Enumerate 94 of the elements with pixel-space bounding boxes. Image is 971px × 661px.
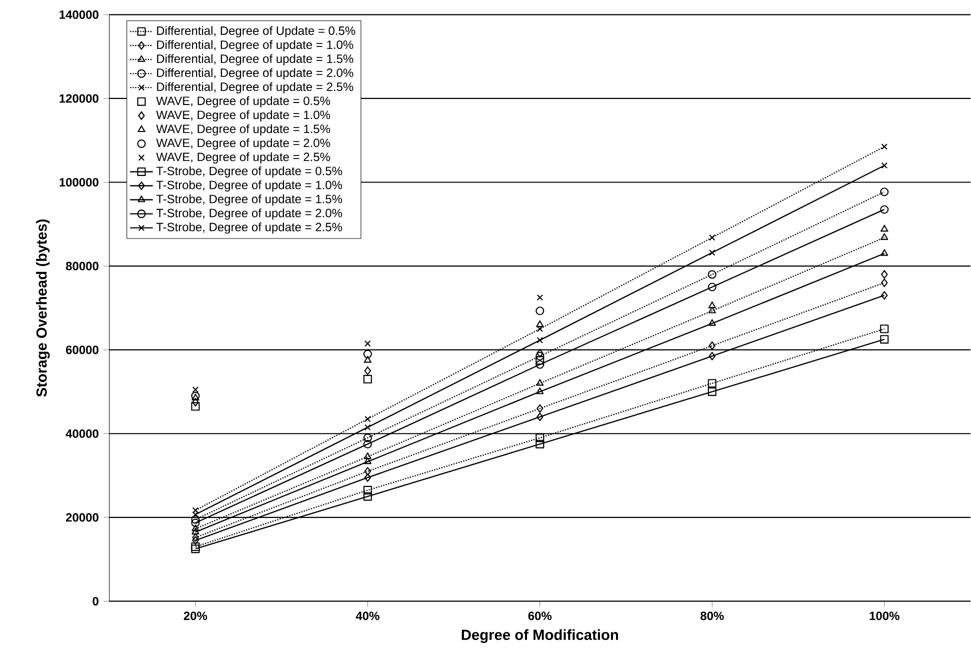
point bbox=[708, 352, 716, 360]
legend-label: Differential, Degree of update = 2.5% bbox=[157, 82, 354, 94]
point bbox=[708, 306, 716, 314]
point bbox=[536, 294, 544, 301]
point bbox=[191, 515, 200, 524]
x-tick-label: 40% bbox=[356, 612, 380, 620]
point bbox=[536, 412, 544, 422]
point bbox=[363, 492, 372, 501]
point bbox=[536, 336, 544, 344]
legend-label: WAVE, Degree of update = 0.5% bbox=[156, 96, 330, 108]
point bbox=[364, 356, 372, 363]
point bbox=[364, 466, 371, 476]
point bbox=[536, 320, 544, 328]
x-axis-title: Degree of Modification bbox=[462, 629, 618, 643]
point bbox=[192, 536, 199, 545]
point bbox=[536, 356, 544, 364]
y-tick-label: 140000 bbox=[60, 10, 98, 19]
point bbox=[192, 398, 199, 406]
point bbox=[536, 433, 544, 442]
y-tick-label: 80000 bbox=[66, 262, 98, 270]
point bbox=[708, 249, 716, 256]
point bbox=[536, 440, 544, 448]
point bbox=[363, 350, 372, 358]
x-tick-label: 80% bbox=[700, 612, 724, 620]
point bbox=[536, 326, 544, 332]
point bbox=[708, 270, 716, 279]
x-tick-label: 100% bbox=[870, 612, 900, 620]
y-tick-label: 20000 bbox=[66, 513, 98, 522]
point bbox=[708, 378, 716, 388]
point bbox=[881, 291, 888, 300]
legend-label: WAVE, Degree of update = 2.0% bbox=[156, 138, 330, 150]
point bbox=[364, 424, 371, 430]
point bbox=[192, 528, 200, 534]
point bbox=[363, 440, 372, 448]
point bbox=[364, 452, 372, 459]
y-tick-label: 60000 bbox=[66, 345, 98, 354]
y-tick-label: 100000 bbox=[60, 178, 98, 186]
y-tick-label: 0 bbox=[92, 596, 98, 606]
point bbox=[708, 319, 716, 326]
point bbox=[536, 378, 544, 386]
point bbox=[192, 394, 200, 400]
point bbox=[536, 306, 544, 316]
legend-label: Differential, Degree of update = 1.5% bbox=[157, 54, 354, 66]
legend-label: T-Strobe, Degree of update = 0.5% bbox=[156, 166, 342, 178]
point bbox=[708, 234, 716, 241]
point bbox=[881, 162, 888, 169]
point bbox=[880, 188, 889, 196]
point bbox=[363, 374, 372, 384]
legend-label: WAVE, Degree of update = 2.5% bbox=[156, 152, 330, 164]
point bbox=[192, 386, 199, 393]
point bbox=[880, 324, 889, 334]
legend-label: WAVE, Degree of update = 1.5% bbox=[156, 124, 330, 136]
point bbox=[364, 366, 371, 375]
legend-label: T-Strobe, Degree of update = 2.5% bbox=[156, 222, 342, 234]
point bbox=[363, 433, 372, 442]
point bbox=[708, 341, 716, 350]
point bbox=[364, 473, 371, 482]
y-tick-label: 120000 bbox=[60, 94, 98, 103]
point bbox=[536, 360, 544, 369]
point bbox=[364, 457, 372, 464]
point bbox=[880, 224, 888, 232]
point bbox=[880, 249, 888, 256]
x-tick-label: 20% bbox=[184, 612, 208, 620]
point bbox=[191, 402, 200, 411]
legend-label: Differential, Degree of update = 2.0% bbox=[157, 68, 354, 80]
y-tick-label: 40000 bbox=[66, 429, 98, 438]
point bbox=[708, 282, 716, 292]
point bbox=[880, 233, 888, 240]
x-tick-label: 60% bbox=[528, 612, 552, 620]
point bbox=[880, 335, 889, 344]
legend-label: WAVE, Degree of update = 1.0% bbox=[156, 110, 330, 122]
legend-label: Differential, Degree of update = 1.0% bbox=[157, 40, 354, 52]
point bbox=[536, 404, 544, 413]
legend-label: Differential, Degree of Update = 0.5% bbox=[157, 26, 356, 38]
point bbox=[191, 518, 200, 528]
point bbox=[880, 205, 889, 214]
point bbox=[708, 301, 716, 308]
point bbox=[536, 352, 544, 360]
point bbox=[881, 278, 888, 287]
point bbox=[364, 416, 371, 422]
legend-label: T-Strobe, Degree of update = 2.0% bbox=[156, 208, 342, 220]
point bbox=[363, 486, 372, 494]
point bbox=[536, 348, 544, 358]
point bbox=[536, 387, 544, 394]
legend-label: T-Strobe, Degree of update = 1.5% bbox=[156, 194, 342, 206]
point bbox=[191, 392, 200, 400]
point bbox=[191, 542, 200, 551]
point bbox=[881, 270, 888, 279]
point bbox=[364, 340, 371, 347]
y-axis-title: Storage Overhead (bytes) bbox=[36, 219, 50, 397]
point bbox=[191, 544, 200, 554]
point bbox=[708, 387, 716, 396]
point bbox=[881, 143, 888, 150]
legend-label: T-Strobe, Degree of update = 1.0% bbox=[156, 180, 342, 192]
